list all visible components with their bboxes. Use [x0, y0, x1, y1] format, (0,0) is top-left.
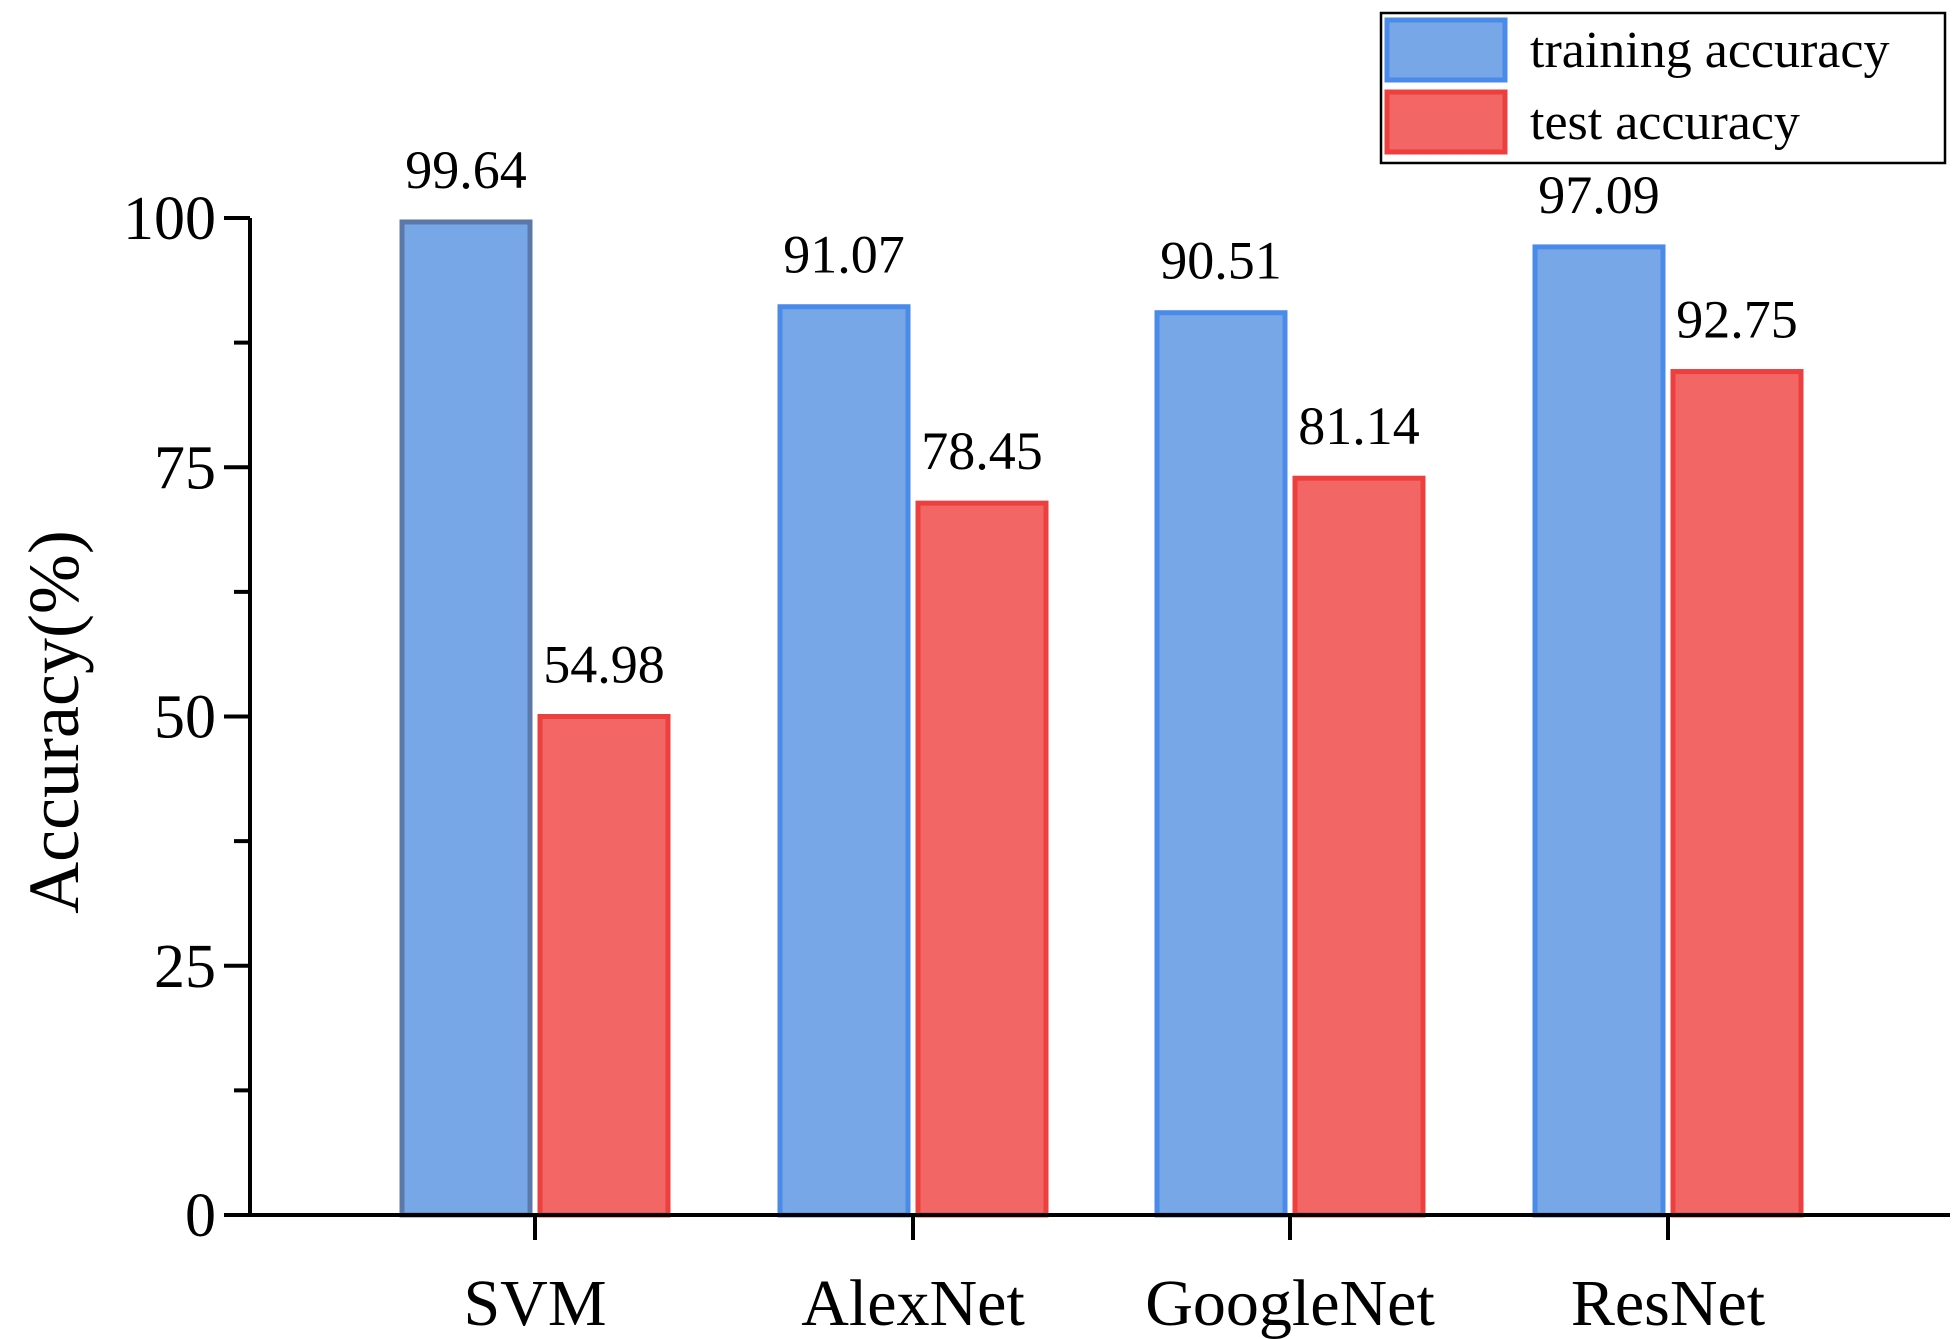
data-label: 54.98: [543, 635, 665, 695]
legend-swatch: [1384, 17, 1508, 83]
data-label: 91.07: [783, 225, 905, 285]
axes-layer: 0 25 50 75 100 SVM AlexNet GoogleNet ResNet: [123, 185, 1950, 1339]
legend-swatch: [1384, 89, 1508, 155]
data-label: 81.14: [1298, 396, 1420, 456]
y-tick-label: 75: [154, 434, 216, 502]
legend-label: training accuracy: [1530, 22, 1889, 79]
bar-test-alexnet: [915, 500, 1049, 1218]
x-tick-label: ResNet: [1571, 1267, 1765, 1339]
bars-layer: [399, 219, 1804, 1218]
bar-test-googlenet: [1292, 475, 1426, 1218]
x-tick-label: GoogleNet: [1145, 1267, 1435, 1339]
data-label: 97.09: [1538, 165, 1660, 225]
y-axis-title: Accuracy(%): [14, 530, 94, 914]
y-tick-label: 25: [154, 933, 216, 1001]
legend-label: test accuracy: [1530, 94, 1800, 151]
bar-training-resnet: [1532, 244, 1666, 1218]
x-tick-label: SVM: [463, 1267, 606, 1339]
bar-training-alexnet: [777, 304, 911, 1218]
bar-training-googlenet: [1154, 310, 1288, 1218]
bar-training-svm: [399, 219, 533, 1218]
data-label: 90.51: [1160, 231, 1282, 291]
bar-test-resnet: [1670, 369, 1804, 1218]
x-tick-label: AlexNet: [801, 1267, 1025, 1339]
bar-test-svm: [537, 714, 671, 1218]
y-tick-label: 50: [154, 684, 216, 752]
y-tick-label: 100: [123, 185, 216, 253]
data-label: 78.45: [921, 421, 1043, 481]
data-label: 92.75: [1676, 290, 1798, 350]
y-tick-label: 0: [185, 1182, 216, 1250]
data-label: 99.64: [405, 140, 527, 200]
data-labels-layer: 99.64 91.07 90.51 97.09 54.98 78.45 81.14 92.75: [405, 140, 1798, 695]
legend: training accuracy test accuracy: [1379, 11, 1947, 165]
